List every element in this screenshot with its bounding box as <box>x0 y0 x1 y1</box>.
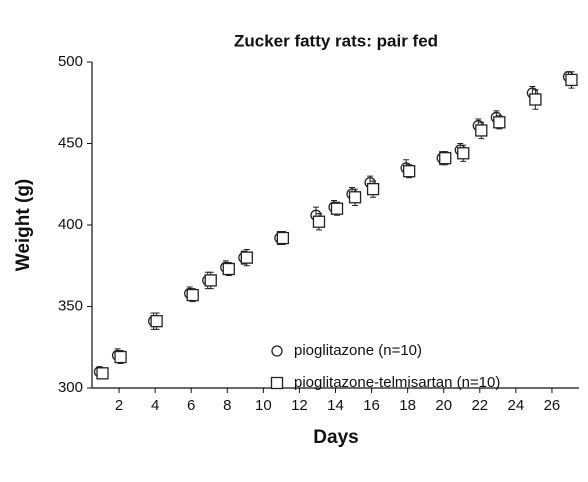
data-point <box>457 147 470 160</box>
y-tick-label: 500 <box>58 53 83 70</box>
data-point <box>330 202 344 215</box>
data-point <box>186 288 199 302</box>
data-point <box>529 93 542 106</box>
data-point <box>96 367 109 380</box>
data-point <box>312 215 326 228</box>
legend-marker <box>270 376 284 390</box>
data-point <box>348 191 362 204</box>
x-tick-label: 24 <box>508 397 525 414</box>
data-point <box>150 315 163 328</box>
y-tick-label: 400 <box>58 216 83 233</box>
data-point <box>475 124 488 137</box>
data-point <box>276 231 290 245</box>
x-tick-label: 2 <box>115 397 123 414</box>
data-point <box>493 116 506 129</box>
x-tick-label: 22 <box>471 397 488 414</box>
legend-marker <box>271 345 283 357</box>
data-point <box>240 251 253 264</box>
x-tick-label: 16 <box>363 397 380 414</box>
data-point <box>204 274 217 287</box>
x-tick-label: 6 <box>187 397 195 414</box>
x-axis-label: Days <box>313 427 358 448</box>
data-point <box>565 73 578 87</box>
x-tick-label: 26 <box>544 397 561 414</box>
y-axis-label: Weight (g) <box>13 179 34 272</box>
x-tick-label: 10 <box>255 397 272 414</box>
x-tick-label: 20 <box>435 397 452 414</box>
data-point <box>402 165 416 178</box>
data-point <box>366 182 380 196</box>
data-point <box>114 350 127 364</box>
x-tick-label: 4 <box>151 397 159 414</box>
x-tick-label: 12 <box>291 397 308 414</box>
data-point <box>439 152 452 165</box>
legend-label: pioglitazone (n=10) <box>294 342 422 359</box>
data-point <box>222 262 235 276</box>
x-tick-label: 14 <box>327 397 344 414</box>
legend-label: pioglitazone-telmisartan (n=10) <box>294 374 500 391</box>
chart-title: Zucker fatty rats: pair fed <box>234 31 438 50</box>
y-tick-label: 450 <box>58 134 83 151</box>
x-tick-label: 18 <box>399 397 416 414</box>
y-tick-label: 350 <box>58 297 83 314</box>
y-tick-label: 300 <box>58 379 83 396</box>
x-tick-label: 8 <box>223 397 231 414</box>
